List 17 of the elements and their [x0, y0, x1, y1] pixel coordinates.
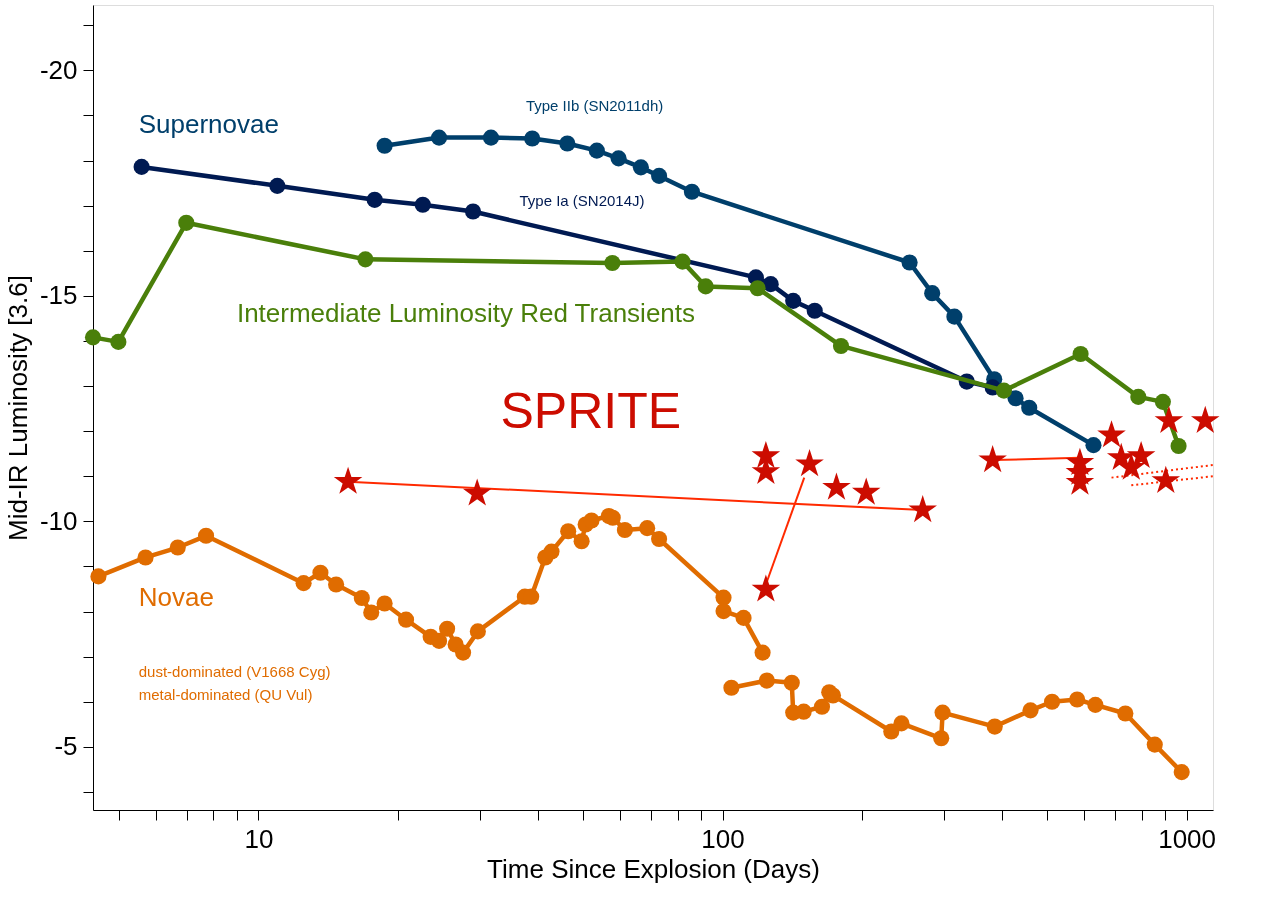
annotation: Novae	[138, 581, 214, 612]
series-label: SPRITE	[500, 383, 682, 440]
series-label: Type Ia (SN2014J)	[519, 192, 645, 210]
text: metal-dominated (QU Vul)	[138, 685, 313, 703]
y-tick-label: -20	[39, 54, 78, 85]
x-tick-label: 100	[701, 823, 745, 854]
y-tick-label: -5	[54, 731, 78, 762]
annotation: Supernovae	[138, 108, 279, 139]
y-tick-label: -15	[39, 280, 78, 311]
y-axis-title: Mid-IR Luminosity [3.6]	[2, 275, 33, 541]
x-tick-label: 1000	[1158, 823, 1217, 854]
text: dust-dominated (V1668 Cyg)	[138, 663, 331, 680]
x-axis-title: Time Since Explosion (Days)	[487, 853, 820, 884]
series-label: Intermediate Luminosity Red Transients	[236, 297, 696, 328]
x-tick-label: 10	[244, 823, 274, 854]
series-label: Type IIb (SN2011dh)	[525, 97, 664, 115]
y-tick-label: -10	[39, 505, 78, 536]
